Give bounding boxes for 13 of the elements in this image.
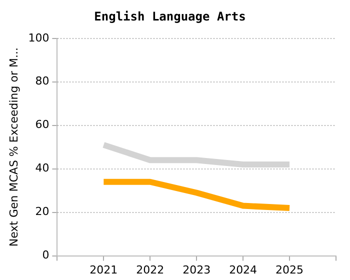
chart-title: English Language Arts [94,9,246,24]
x-tick-label: 2021 [90,263,118,276]
y-axis-title: Next Gen MCAS % Exceeding or M... [7,48,20,247]
y-tick-label: 100 [28,31,50,44]
x-tick-label: 2024 [229,263,258,276]
y-tick-label: 40 [35,162,50,175]
x-tick-label: 2023 [182,263,211,276]
y-tick-label: 0 [42,248,50,262]
y-tick-label: 60 [35,118,50,132]
y-tick-label: 20 [35,205,50,218]
x-tick-label: 2022 [136,263,164,276]
x-tick-label: 2025 [276,263,304,276]
y-tick-label: 80 [35,74,50,88]
